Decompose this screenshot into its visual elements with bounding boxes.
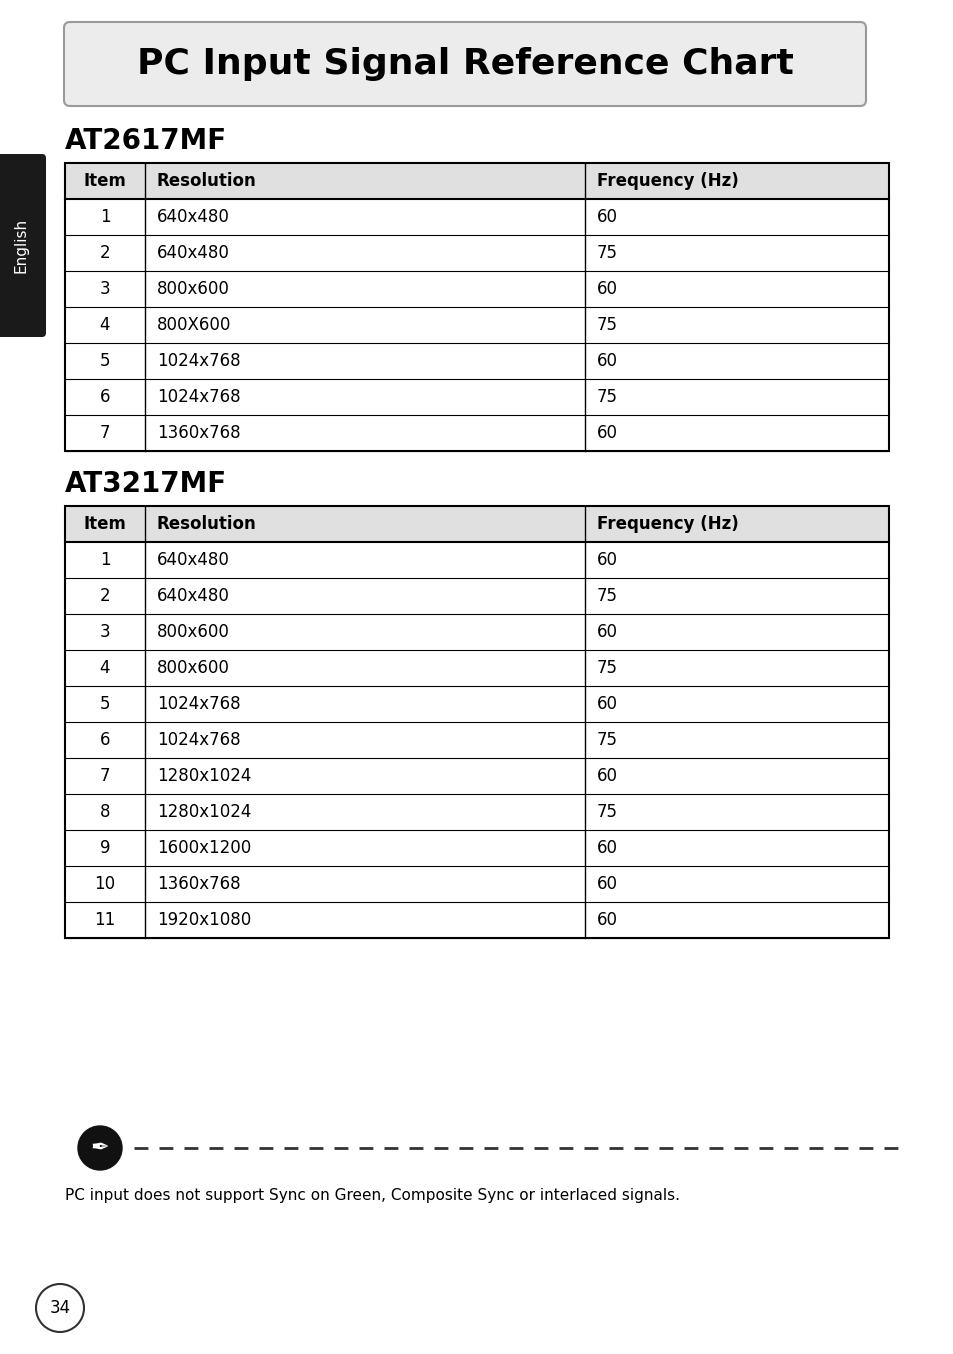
Bar [65,506,888,542]
Text: 1600x1200: 1600x1200 [157,839,251,857]
Text: AT3217MF: AT3217MF [65,470,227,498]
Text: 1: 1 [99,551,111,569]
Text: 1024x768: 1024x768 [157,731,240,749]
Text: 8: 8 [100,803,111,821]
Text: 11: 11 [94,911,115,929]
Text: English: English [13,218,29,274]
Text: 5: 5 [100,352,111,370]
Text: 6: 6 [100,731,111,749]
Text: 7: 7 [100,766,111,785]
Text: 1024x768: 1024x768 [157,352,240,370]
Bar [65,162,888,451]
Text: 2: 2 [99,588,111,605]
Text: 800x600: 800x600 [157,280,230,298]
Circle shape [78,1127,122,1170]
Text: Item: Item [84,515,127,533]
Text: 1024x768: 1024x768 [157,389,240,406]
Text: 4: 4 [100,659,111,677]
Text: 800X600: 800X600 [157,315,232,334]
Text: 3: 3 [99,280,111,298]
Text: 75: 75 [597,244,618,263]
Text: 1024x768: 1024x768 [157,695,240,714]
Text: 1: 1 [99,209,111,226]
Text: 7: 7 [100,424,111,441]
Text: 2: 2 [99,244,111,263]
Text: 60: 60 [597,352,618,370]
Text: 1280x1024: 1280x1024 [157,803,251,821]
Text: Item: Item [84,172,127,190]
Text: 60: 60 [597,209,618,226]
Text: 1360x768: 1360x768 [157,424,240,441]
FancyBboxPatch shape [0,154,46,337]
Text: 800x600: 800x600 [157,659,230,677]
Text: 60: 60 [597,875,618,894]
Bar [65,162,888,199]
Text: 640x480: 640x480 [157,244,230,263]
Text: PC input does not support Sync on Green, Composite Sync or interlaced signals.: PC input does not support Sync on Green,… [65,1187,679,1202]
Text: 60: 60 [597,766,618,785]
Text: 9: 9 [100,839,111,857]
Text: Frequency (Hz): Frequency (Hz) [597,515,738,533]
Text: 4: 4 [100,315,111,334]
Text: PC Input Signal Reference Chart: PC Input Signal Reference Chart [136,47,793,81]
Text: 60: 60 [597,911,618,929]
Text: 75: 75 [597,588,618,605]
Text: 640x480: 640x480 [157,551,230,569]
Text: AT2617MF: AT2617MF [65,127,227,154]
Text: Resolution: Resolution [157,515,256,533]
Text: 1920x1080: 1920x1080 [157,911,251,929]
Text: 75: 75 [597,731,618,749]
Text: 6: 6 [100,389,111,406]
Text: 75: 75 [597,803,618,821]
Text: 75: 75 [597,389,618,406]
Text: 60: 60 [597,424,618,441]
Text: 1280x1024: 1280x1024 [157,766,251,785]
Text: 800x600: 800x600 [157,623,230,640]
Text: 640x480: 640x480 [157,588,230,605]
Text: 75: 75 [597,315,618,334]
Text: 5: 5 [100,695,111,714]
Text: 640x480: 640x480 [157,209,230,226]
Bar [65,506,888,938]
Text: 34: 34 [50,1298,71,1317]
Text: 60: 60 [597,280,618,298]
Text: 1360x768: 1360x768 [157,875,240,894]
Text: 60: 60 [597,623,618,640]
Text: 60: 60 [597,551,618,569]
Text: 60: 60 [597,839,618,857]
Text: 75: 75 [597,659,618,677]
Text: 10: 10 [94,875,115,894]
FancyBboxPatch shape [64,22,865,106]
Text: Resolution: Resolution [157,172,256,190]
Text: 3: 3 [99,623,111,640]
Text: 60: 60 [597,695,618,714]
Text: ✒: ✒ [91,1137,110,1158]
Text: Frequency (Hz): Frequency (Hz) [597,172,738,190]
